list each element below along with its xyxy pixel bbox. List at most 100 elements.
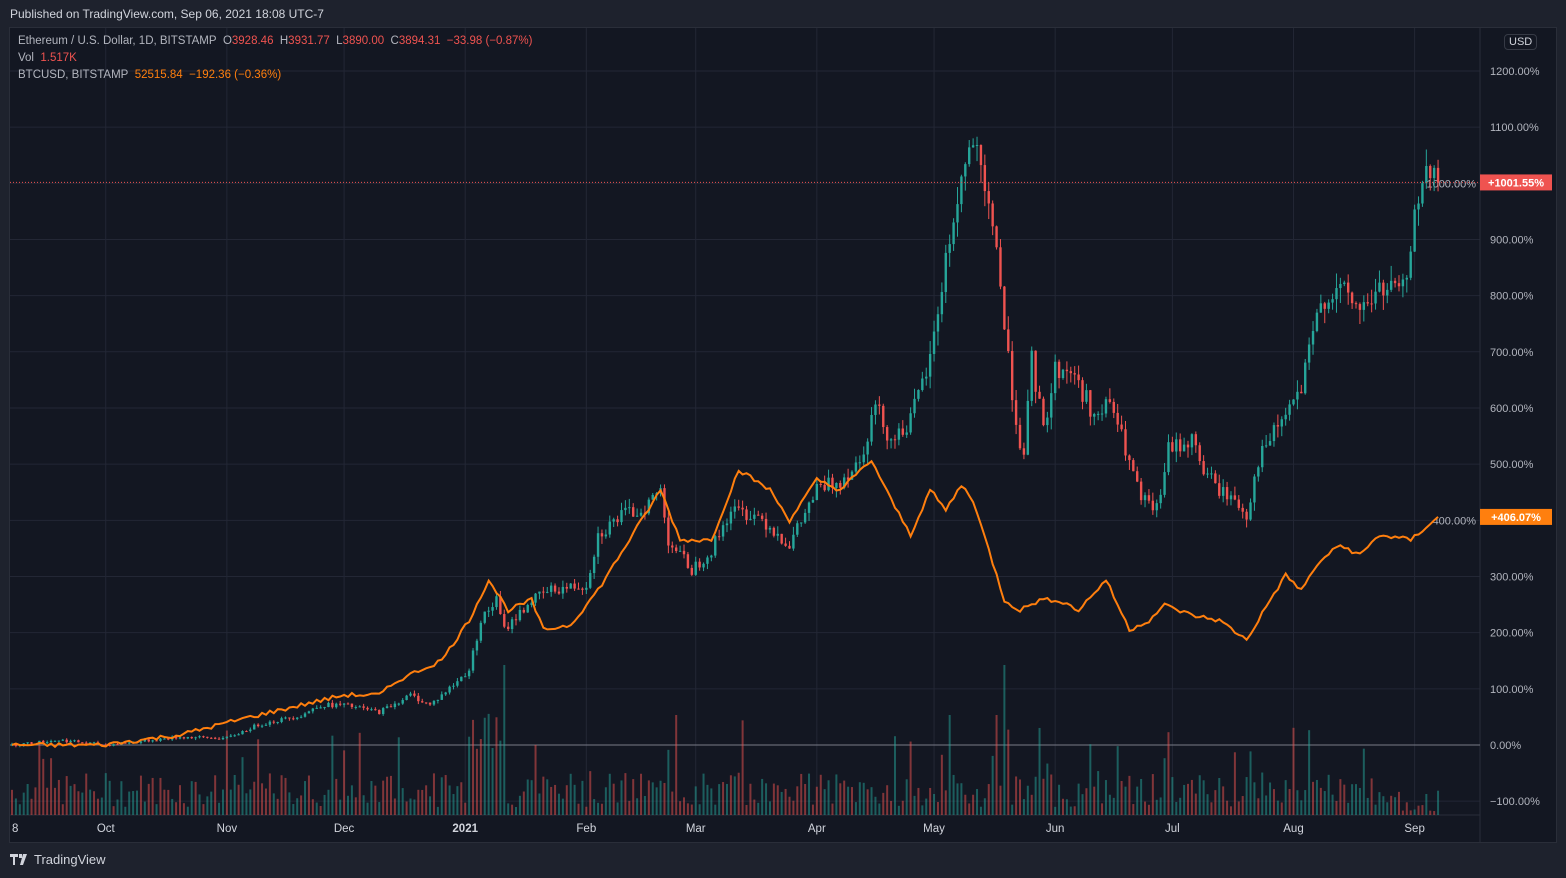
volume-bar <box>1413 809 1416 815</box>
volume-bar <box>253 781 256 815</box>
volume-bar <box>1362 748 1365 815</box>
candle-body <box>1327 302 1330 309</box>
volume-bar <box>643 795 646 815</box>
candle-body <box>159 738 162 741</box>
open-value: 3928.46 <box>231 35 274 47</box>
candle-body <box>1304 362 1307 394</box>
candle-body <box>1202 461 1205 475</box>
volume-bar <box>1155 799 1158 815</box>
volume-bar <box>511 804 514 815</box>
volume-bar <box>917 787 920 815</box>
volume-bar <box>483 717 486 815</box>
volume-bar <box>1397 791 1400 815</box>
volume-bar <box>546 779 549 815</box>
volume-bar <box>1089 744 1092 815</box>
volume-bar <box>1229 806 1232 815</box>
candle-body <box>940 292 944 315</box>
candle-body <box>983 165 987 192</box>
candle-body <box>1093 414 1096 417</box>
volume-bar <box>194 781 197 815</box>
volume-bar <box>190 781 193 815</box>
candle-body <box>987 191 990 204</box>
candle-body <box>1292 399 1295 405</box>
volume-bar <box>929 787 932 815</box>
candle-body <box>518 609 522 621</box>
candle-body <box>1335 288 1338 300</box>
candle-body <box>456 681 459 686</box>
tradingview-logo[interactable]: TradingView <box>10 852 106 867</box>
volume-bar <box>237 784 240 815</box>
volume-bar <box>651 782 654 815</box>
candle-body <box>151 740 154 742</box>
volume-bar <box>573 784 576 815</box>
volume-bar <box>18 804 21 815</box>
candle-body <box>1022 448 1026 455</box>
volume-bar <box>335 778 338 815</box>
candle-body <box>53 740 57 742</box>
candle-body <box>1159 494 1162 504</box>
candle-body <box>1233 495 1237 500</box>
candle-body <box>944 252 947 293</box>
candle-body <box>73 740 76 742</box>
eth-last-price-label-text: +1001.55% <box>1488 177 1544 189</box>
volume-bar <box>1226 800 1229 815</box>
btc-title[interactable]: BTCUSD, BITSTAMP <box>18 69 129 81</box>
candle-body <box>1401 279 1405 287</box>
candle-body <box>714 536 717 556</box>
volume-bar <box>464 802 467 815</box>
volume-bar <box>886 785 889 815</box>
currency-button[interactable]: USD <box>1504 34 1538 50</box>
volume-bar <box>745 804 748 815</box>
volume-bar <box>987 784 990 815</box>
candle-body <box>620 510 623 523</box>
candle-body <box>471 650 475 671</box>
vol-label[interactable]: Vol <box>18 52 34 64</box>
volume-bar <box>1159 797 1162 815</box>
candle-body <box>1436 167 1440 183</box>
candle-body <box>1249 502 1252 520</box>
y-tick-label: 900.00% <box>1490 234 1534 246</box>
volume-bar <box>112 806 115 815</box>
candle-body <box>163 738 166 740</box>
volume-bar <box>323 794 326 815</box>
candle-body <box>1221 487 1225 496</box>
candle-body <box>436 699 440 701</box>
volume-bar <box>104 773 107 815</box>
volume-bar <box>683 797 686 815</box>
candle-body <box>1214 473 1217 484</box>
volume-bar <box>851 787 854 815</box>
eth-title[interactable]: Ethereum / U.S. Dollar, 1D, BITSTAMP <box>18 35 217 47</box>
candle-body <box>1393 280 1397 284</box>
volume-bar <box>737 772 740 815</box>
candle-body <box>378 709 381 715</box>
volume-legend: Vol 1.517K <box>18 52 77 64</box>
volume-bar <box>729 775 732 815</box>
volume-bar <box>890 800 893 815</box>
candle-body <box>280 718 283 723</box>
eth-last-price-label-bg <box>1480 174 1552 191</box>
candle-body <box>674 547 678 551</box>
candle-body <box>952 222 955 245</box>
candle-body <box>960 176 963 205</box>
candle-body <box>190 737 193 739</box>
volume-bar <box>1272 789 1275 815</box>
candle-body <box>1167 442 1170 473</box>
x-tick-label: May <box>923 823 945 835</box>
candle-body <box>1253 476 1256 503</box>
volume-bar <box>214 775 217 815</box>
candle-body <box>506 626 510 630</box>
candle-body <box>882 405 885 428</box>
y-tick-label: −100.00% <box>1490 796 1540 808</box>
candle-body <box>1374 291 1377 304</box>
candle-body <box>553 585 557 592</box>
volume-bar <box>167 789 170 815</box>
volume-bar <box>1386 802 1389 815</box>
volume-bar <box>741 720 744 815</box>
low-value: 3890.00 <box>342 35 385 47</box>
volume-bar <box>268 773 271 815</box>
volume-bar <box>694 786 697 815</box>
volume-bar <box>421 789 424 815</box>
volume-bar <box>690 804 693 815</box>
candle-body <box>1432 167 1436 179</box>
